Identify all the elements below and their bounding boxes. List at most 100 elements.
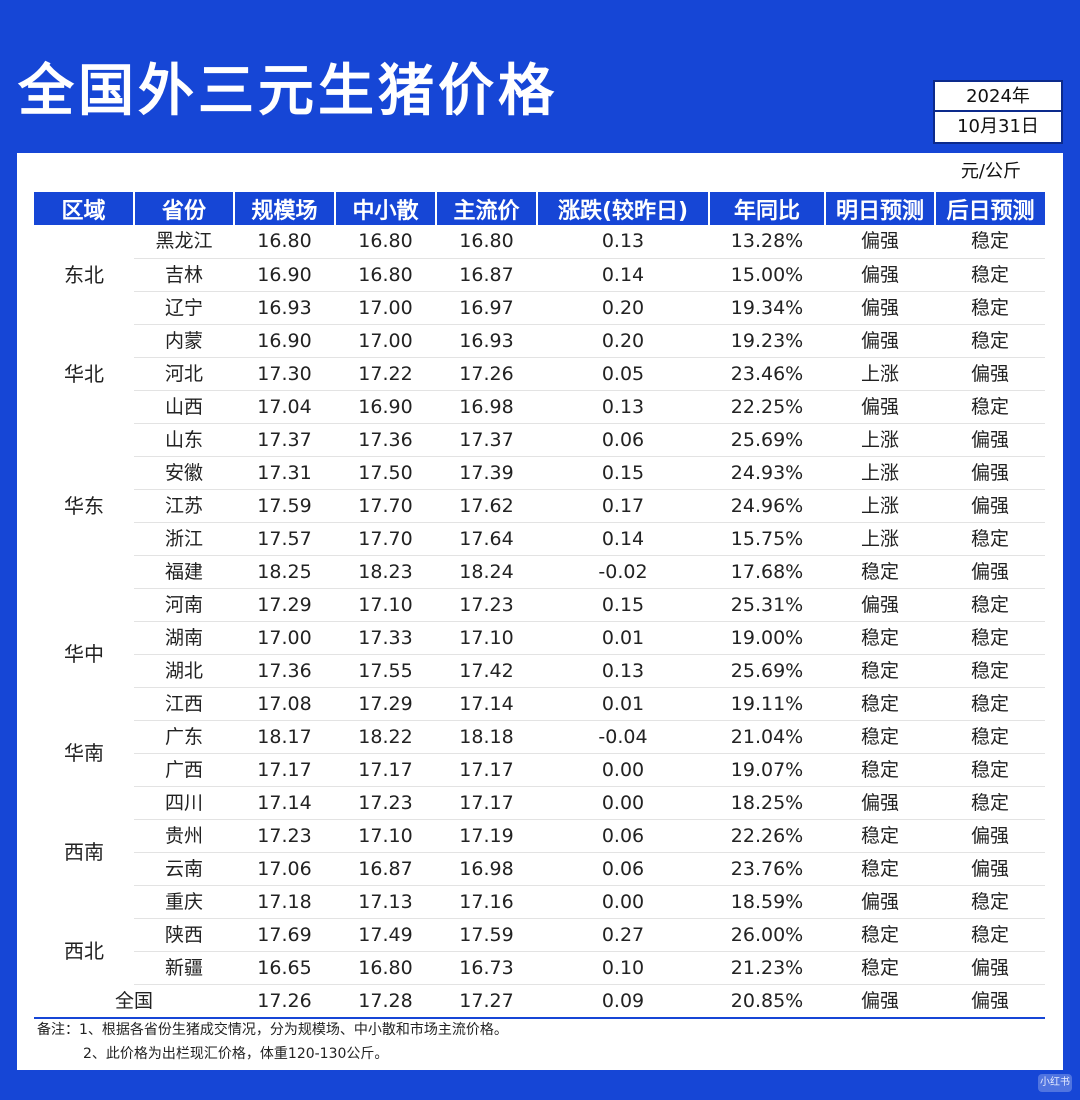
tomorrow-forecast-cell: 稳定 bbox=[825, 951, 935, 985]
after-forecast-cell: 稳定 bbox=[935, 654, 1045, 688]
total-label-cell: 全国 bbox=[34, 984, 234, 1019]
large-price-cell: 16.90 bbox=[234, 258, 335, 292]
small-price-cell: 17.22 bbox=[335, 357, 436, 391]
province-cell: 湖南 bbox=[134, 621, 234, 655]
after-forecast-cell: 稳定 bbox=[935, 687, 1045, 721]
small-price-cell: 17.36 bbox=[335, 423, 436, 457]
main-price-cell: 17.14 bbox=[436, 687, 537, 721]
small-price-cell: 17.50 bbox=[335, 456, 436, 490]
small-price-cell: 17.23 bbox=[335, 786, 436, 820]
table-row: 华北 内蒙 16.90 17.00 16.93 0.20 19.23% 偏强 稳定 bbox=[34, 324, 1045, 386]
after-forecast-cell: 偏强 bbox=[935, 951, 1045, 985]
change-cell: 0.13 bbox=[537, 225, 709, 259]
date-box: 2024年 10月31日 bbox=[933, 80, 1063, 144]
province-cell: 江苏 bbox=[134, 489, 234, 523]
table-row: 西北 陕西 17.69 17.49 17.59 0.27 26.00% 稳定 稳定 bbox=[34, 918, 1045, 963]
large-price-cell: 17.30 bbox=[234, 357, 335, 391]
province-cell: 山东 bbox=[134, 423, 234, 457]
yoy-cell: 13.28% bbox=[709, 225, 825, 259]
large-price-cell: 17.36 bbox=[234, 654, 335, 688]
main-price-cell: 16.97 bbox=[436, 291, 537, 325]
large-price-cell: 17.59 bbox=[234, 489, 335, 523]
small-price-cell: 17.00 bbox=[335, 324, 436, 358]
yoy-cell: 21.04% bbox=[709, 720, 825, 754]
large-price-cell: 17.57 bbox=[234, 522, 335, 556]
col-header: 明日预测 bbox=[824, 192, 935, 225]
yoy-cell: 25.69% bbox=[709, 654, 825, 688]
change-cell: 0.15 bbox=[537, 588, 709, 622]
large-price-cell: 18.25 bbox=[234, 555, 335, 589]
small-price-cell: 17.10 bbox=[335, 819, 436, 853]
province-cell: 浙江 bbox=[134, 522, 234, 556]
after-forecast-cell: 偏强 bbox=[935, 852, 1045, 886]
after-forecast-cell: 偏强 bbox=[935, 423, 1045, 457]
province-cell: 陕西 bbox=[134, 918, 234, 952]
main-price-cell: 16.73 bbox=[436, 951, 537, 985]
tomorrow-forecast-cell: 稳定 bbox=[825, 687, 935, 721]
province-cell: 安徽 bbox=[134, 456, 234, 490]
change-cell: 0.10 bbox=[537, 951, 709, 985]
main-price-cell: 17.59 bbox=[436, 918, 537, 952]
tomorrow-forecast-cell: 偏强 bbox=[825, 258, 935, 292]
after-forecast-cell: 稳定 bbox=[935, 753, 1045, 787]
change-cell: 0.00 bbox=[537, 786, 709, 820]
main-price-cell: 17.17 bbox=[436, 786, 537, 820]
table-row: 华中 河南 17.29 17.10 17.23 0.15 25.31% 偏强 稳定 bbox=[34, 588, 1045, 666]
change-cell: 0.06 bbox=[537, 852, 709, 886]
table-row: 山西 17.04 16.90 16.98 0.13 22.25% 偏强 稳定 bbox=[34, 390, 1045, 424]
small-price-cell: 17.10 bbox=[335, 588, 436, 622]
after-forecast-cell: 稳定 bbox=[935, 258, 1045, 292]
small-price-cell: 18.22 bbox=[335, 720, 436, 754]
large-price-cell: 16.80 bbox=[234, 225, 335, 259]
small-price-cell: 17.28 bbox=[335, 984, 436, 1019]
table-row: 吉林 16.90 16.80 16.87 0.14 15.00% 偏强 稳定 bbox=[34, 258, 1045, 292]
province-cell: 黑龙江 bbox=[134, 225, 234, 259]
table-row: 湖南 17.00 17.33 17.10 0.01 19.00% 稳定 稳定 bbox=[34, 621, 1045, 655]
main-price-cell: 17.62 bbox=[436, 489, 537, 523]
after-forecast-cell: 偏强 bbox=[935, 357, 1045, 391]
tomorrow-forecast-cell: 稳定 bbox=[825, 918, 935, 952]
yoy-cell: 26.00% bbox=[709, 918, 825, 952]
table-row: 福建 18.25 18.23 18.24 -0.02 17.68% 稳定 偏强 bbox=[34, 555, 1045, 589]
after-forecast-cell: 稳定 bbox=[935, 522, 1045, 556]
large-price-cell: 18.17 bbox=[234, 720, 335, 754]
after-forecast-cell: 稳定 bbox=[935, 918, 1045, 952]
region-cell: 西南 bbox=[64, 840, 104, 864]
small-price-cell: 17.29 bbox=[335, 687, 436, 721]
change-cell: 0.14 bbox=[537, 522, 709, 556]
yoy-cell: 23.76% bbox=[709, 852, 825, 886]
tomorrow-forecast-cell: 偏强 bbox=[825, 291, 935, 325]
change-cell: 0.14 bbox=[537, 258, 709, 292]
watermark-badge: 小红书 bbox=[1038, 1074, 1072, 1092]
large-price-cell: 16.93 bbox=[234, 291, 335, 325]
main-price-cell: 17.42 bbox=[436, 654, 537, 688]
tomorrow-forecast-cell: 稳定 bbox=[825, 555, 935, 589]
region-cell: 东北 bbox=[64, 262, 104, 287]
main-price-cell: 16.87 bbox=[436, 258, 537, 292]
yoy-cell: 15.00% bbox=[709, 258, 825, 292]
change-cell: 0.27 bbox=[537, 918, 709, 952]
after-forecast-cell: 稳定 bbox=[935, 621, 1045, 655]
province-cell: 广东 bbox=[134, 720, 234, 754]
date-day: 10月31日 bbox=[957, 116, 1039, 137]
change-cell: -0.04 bbox=[537, 720, 709, 754]
tomorrow-forecast-cell: 上涨 bbox=[825, 489, 935, 523]
tomorrow-forecast-cell: 上涨 bbox=[825, 423, 935, 457]
large-price-cell: 17.31 bbox=[234, 456, 335, 490]
tomorrow-forecast-cell: 偏强 bbox=[825, 885, 935, 919]
small-price-cell: 17.13 bbox=[335, 885, 436, 919]
small-price-cell: 16.80 bbox=[335, 258, 436, 292]
small-price-cell: 16.90 bbox=[335, 390, 436, 424]
footnotes: 备注：1、根据各省份生猪成交情况，分为规模场、中小散和市场主流价格。 2、此价格… bbox=[37, 1018, 508, 1066]
tomorrow-forecast-cell: 稳定 bbox=[825, 621, 935, 655]
main-price-cell: 17.17 bbox=[436, 753, 537, 787]
main-price-cell: 18.18 bbox=[436, 720, 537, 754]
region-cell: 华东 bbox=[64, 493, 104, 518]
tomorrow-forecast-cell: 偏强 bbox=[825, 324, 935, 358]
col-header: 省份 bbox=[133, 192, 234, 225]
table-body: 东北 黑龙江 16.80 16.80 16.80 0.13 13.28% 偏强 稳定 吉林 16.9… bbox=[34, 225, 1045, 1019]
after-forecast-cell: 稳定 bbox=[935, 786, 1045, 820]
main-price-cell: 17.23 bbox=[436, 588, 537, 622]
province-cell: 新疆 bbox=[134, 951, 234, 985]
change-cell: 0.00 bbox=[537, 885, 709, 919]
